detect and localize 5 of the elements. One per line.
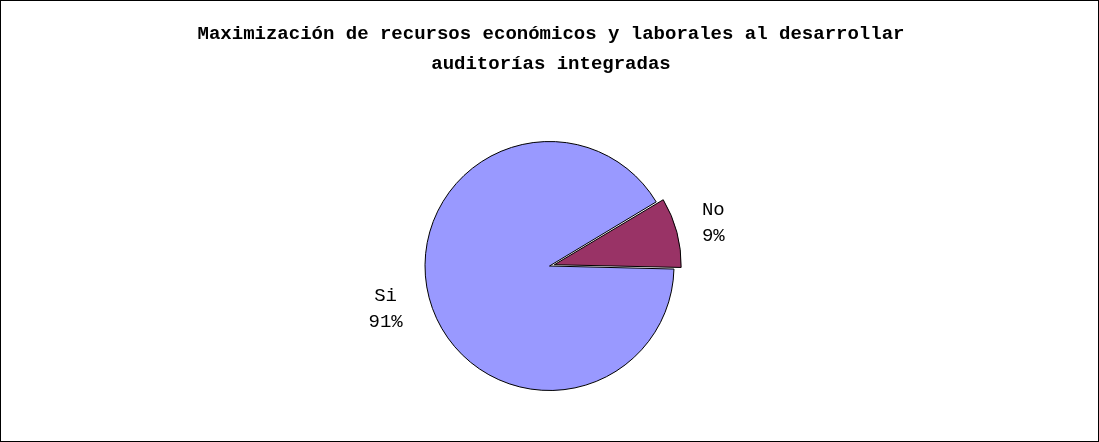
slice-label: Si xyxy=(374,285,398,308)
data-label: 91% xyxy=(368,311,404,334)
chart-title: Maximización de recursos económicos y laborales al desarrollar auditorías integradas xyxy=(196,22,906,77)
data-label: 9% xyxy=(701,224,726,247)
slice-label: No xyxy=(701,198,725,221)
